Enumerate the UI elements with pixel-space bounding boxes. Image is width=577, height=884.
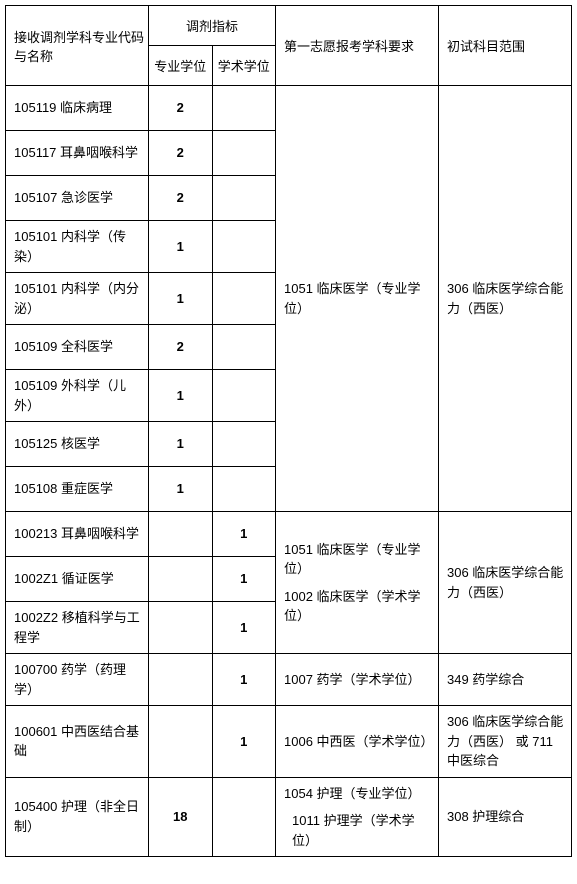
exam-cell: 306 临床医学综合能力（西医） bbox=[439, 86, 572, 512]
exam-cell: 306 临床医学综合能力（西医） bbox=[439, 512, 572, 654]
subject-cell: 100601 中西医结合基础 bbox=[6, 706, 149, 778]
table-row: 105119 临床病理 2 1051 临床医学（专业学位） 306 临床医学综合… bbox=[6, 86, 572, 131]
acad-cell: 1 bbox=[212, 512, 276, 557]
subject-cell: 105119 临床病理 bbox=[6, 86, 149, 131]
exam-cell: 349 药学综合 bbox=[439, 654, 572, 706]
header-subject: 接收调剂学科专业代码与名称 bbox=[6, 6, 149, 86]
header-requirement: 第一志愿报考学科要求 bbox=[276, 6, 439, 86]
acad-cell: 1 bbox=[212, 654, 276, 706]
acad-cell bbox=[212, 777, 276, 857]
subject-cell: 105101 内科学（传染） bbox=[6, 221, 149, 273]
acad-cell bbox=[212, 370, 276, 422]
exam-cell: 306 临床医学综合能力（西医） 或 711 中医综合 bbox=[439, 706, 572, 778]
table-row: 105400 护理（非全日制） 18 1054 护理（专业学位） 1011 护理… bbox=[6, 777, 572, 857]
subject-cell: 100700 药学（药理学） bbox=[6, 654, 149, 706]
adjustment-table: 接收调剂学科专业代码与名称 调剂指标 第一志愿报考学科要求 初试科目范围 专业学… bbox=[5, 5, 572, 857]
exam-cell: 308 护理综合 bbox=[439, 777, 572, 857]
prof-cell bbox=[149, 602, 213, 654]
prof-cell: 1 bbox=[149, 221, 213, 273]
prof-cell: 1 bbox=[149, 422, 213, 467]
acad-cell: 1 bbox=[212, 602, 276, 654]
prof-cell bbox=[149, 512, 213, 557]
acad-cell bbox=[212, 131, 276, 176]
acad-cell bbox=[212, 325, 276, 370]
req-line: 1011 护理学（学术学位） bbox=[284, 811, 434, 850]
acad-cell bbox=[212, 176, 276, 221]
req-cell: 1051 临床医学（专业学位） 1002 临床医学（学术学位） bbox=[276, 512, 439, 654]
prof-cell: 2 bbox=[149, 176, 213, 221]
subject-cell: 105109 全科医学 bbox=[6, 325, 149, 370]
header-quota-acad: 学术学位 bbox=[212, 46, 276, 86]
subject-cell: 105108 重症医学 bbox=[6, 467, 149, 512]
prof-cell: 2 bbox=[149, 86, 213, 131]
header-exam: 初试科目范围 bbox=[439, 6, 572, 86]
subject-cell: 1002Z2 移植科学与工程学 bbox=[6, 602, 149, 654]
subject-cell: 105107 急诊医学 bbox=[6, 176, 149, 221]
prof-cell: 1 bbox=[149, 467, 213, 512]
prof-cell bbox=[149, 557, 213, 602]
prof-cell: 18 bbox=[149, 777, 213, 857]
prof-cell: 2 bbox=[149, 325, 213, 370]
table-row: 100700 药学（药理学） 1 1007 药学（学术学位） 349 药学综合 bbox=[6, 654, 572, 706]
acad-cell bbox=[212, 221, 276, 273]
subject-cell: 105117 耳鼻咽喉科学 bbox=[6, 131, 149, 176]
req-line: 1002 临床医学（学术学位） bbox=[284, 587, 434, 626]
acad-cell bbox=[212, 86, 276, 131]
subject-cell: 1002Z1 循证医学 bbox=[6, 557, 149, 602]
req-cell: 1006 中西医（学术学位） bbox=[276, 706, 439, 778]
prof-cell: 1 bbox=[149, 273, 213, 325]
acad-cell: 1 bbox=[212, 557, 276, 602]
table-row: 100213 耳鼻咽喉科学 1 1051 临床医学（专业学位） 1002 临床医… bbox=[6, 512, 572, 557]
prof-cell bbox=[149, 654, 213, 706]
acad-cell: 1 bbox=[212, 706, 276, 778]
subject-cell: 100213 耳鼻咽喉科学 bbox=[6, 512, 149, 557]
prof-cell bbox=[149, 706, 213, 778]
header-quota-group: 调剂指标 bbox=[149, 6, 276, 46]
acad-cell bbox=[212, 422, 276, 467]
req-cell: 1007 药学（学术学位） bbox=[276, 654, 439, 706]
req-line: 1051 临床医学（专业学位） bbox=[284, 540, 434, 579]
prof-cell: 1 bbox=[149, 370, 213, 422]
req-cell: 1051 临床医学（专业学位） bbox=[276, 86, 439, 512]
prof-cell: 2 bbox=[149, 131, 213, 176]
acad-cell bbox=[212, 273, 276, 325]
acad-cell bbox=[212, 467, 276, 512]
header-quota-prof: 专业学位 bbox=[149, 46, 213, 86]
table-row: 100601 中西医结合基础 1 1006 中西医（学术学位） 306 临床医学… bbox=[6, 706, 572, 778]
subject-cell: 105400 护理（非全日制） bbox=[6, 777, 149, 857]
subject-cell: 105125 核医学 bbox=[6, 422, 149, 467]
subject-cell: 105109 外科学（儿外） bbox=[6, 370, 149, 422]
req-line: 1054 护理（专业学位） bbox=[284, 784, 434, 804]
subject-cell: 105101 内科学（内分泌） bbox=[6, 273, 149, 325]
req-cell: 1054 护理（专业学位） 1011 护理学（学术学位） bbox=[276, 777, 439, 857]
